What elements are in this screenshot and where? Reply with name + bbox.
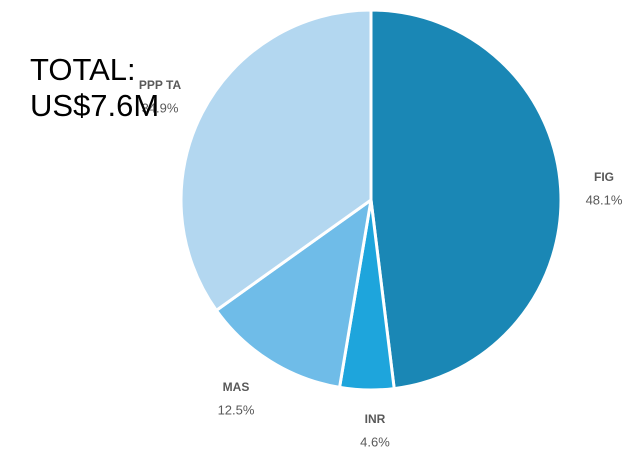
pie-slice: [179, 8, 373, 312]
pie-slice: [369, 8, 563, 391]
slice-label: MAS: [223, 380, 250, 394]
slice-label: INR: [365, 412, 386, 426]
slice-value: 48.1%: [586, 192, 623, 207]
slice-value: 12.5%: [218, 402, 255, 417]
pie-slice: [214, 198, 373, 389]
chart-title: US$7.6M: [30, 88, 159, 123]
pie: [179, 8, 563, 392]
chart-title: TOTAL:: [30, 52, 136, 87]
slice-label: PPP TA: [139, 78, 182, 92]
slice-value: 34.9%: [142, 100, 179, 115]
labels: FIG 48.1% INR 4.6% MAS 12.5% PPP TA 34.9%: [139, 78, 623, 449]
slice-value: 4.6%: [360, 434, 390, 449]
slice-label: FIG: [594, 170, 614, 184]
